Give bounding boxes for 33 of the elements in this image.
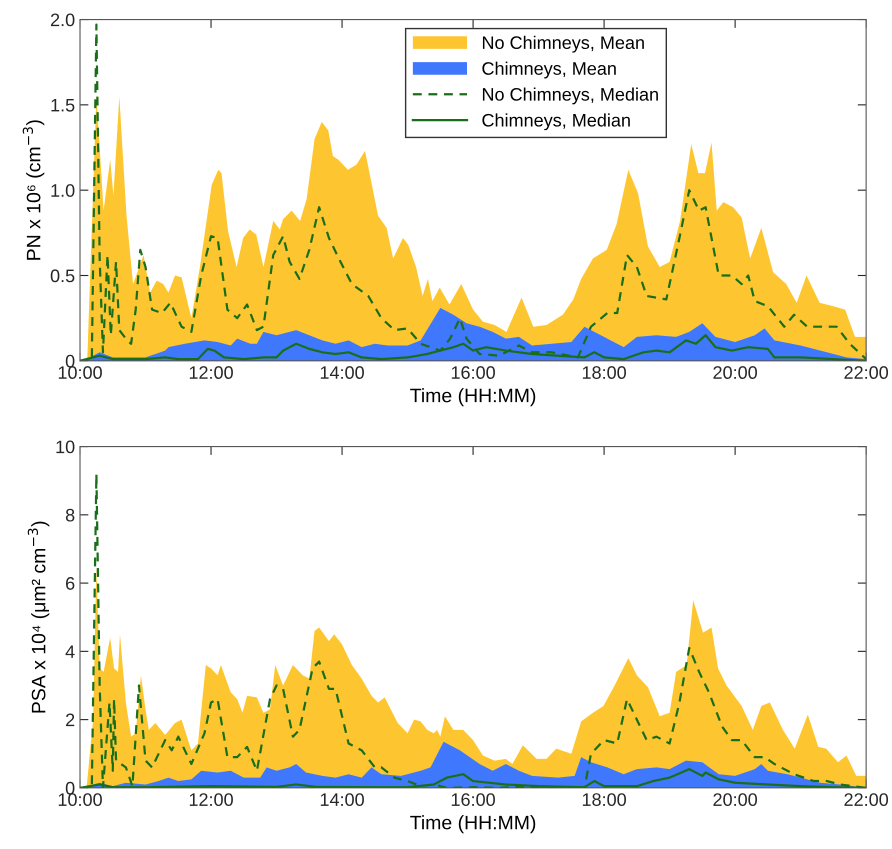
x-tick-label: 14:00: [320, 793, 364, 806]
y-tick-label: 2: [66, 714, 74, 726]
legend-label: Chimneys, Mean: [482, 62, 616, 78]
x-tick-label: 20:00: [713, 366, 757, 379]
legend-label: Chimneys, Median: [482, 113, 630, 130]
y-axis-title: PSA x 10⁴ (μm² cm$^{−3}$): [28, 522, 50, 713]
x-tick-label: 22:00: [844, 793, 888, 806]
x-tick-label: 10:00: [58, 366, 102, 379]
y-tick-label: 0.5: [50, 269, 74, 282]
x-tick-label: 14:00: [320, 366, 364, 379]
x-axis-title: Time (HH:MM): [410, 815, 536, 834]
x-tick-label: 22:00: [844, 366, 888, 379]
y-tick-label: 10: [56, 440, 74, 454]
x-tick-label: 18:00: [582, 366, 626, 379]
y-tick-label: 2.0: [50, 13, 74, 26]
x-tick-label: 12:00: [190, 366, 233, 379]
legend-label: No Chimneys, Median: [482, 87, 658, 104]
x-tick-label: 16:00: [452, 793, 495, 806]
x-tick-label: 18:00: [582, 793, 626, 806]
y-tick-label: 6: [66, 577, 74, 590]
y-tick-label: 1.5: [51, 98, 74, 112]
x-tick-label: 16:00: [452, 366, 495, 379]
legend-label: No Chimneys, Mean: [482, 36, 644, 53]
y-tick-label: 0: [66, 354, 74, 368]
y-axis-title: PN x 10⁶ (cm$^{−3}$): [22, 120, 44, 260]
y-tick-label: 1.0: [51, 184, 74, 197]
x-axis-title: Time (HH:MM): [410, 388, 536, 406]
y-tick-label: 0: [66, 782, 74, 795]
x-tick-label: 12:00: [190, 793, 233, 806]
x-tick-label: 20:00: [713, 793, 757, 806]
y-tick-label: 4: [66, 645, 75, 658]
x-tick-label: 10:00: [58, 793, 102, 806]
y-tick-label: 8: [66, 508, 74, 522]
